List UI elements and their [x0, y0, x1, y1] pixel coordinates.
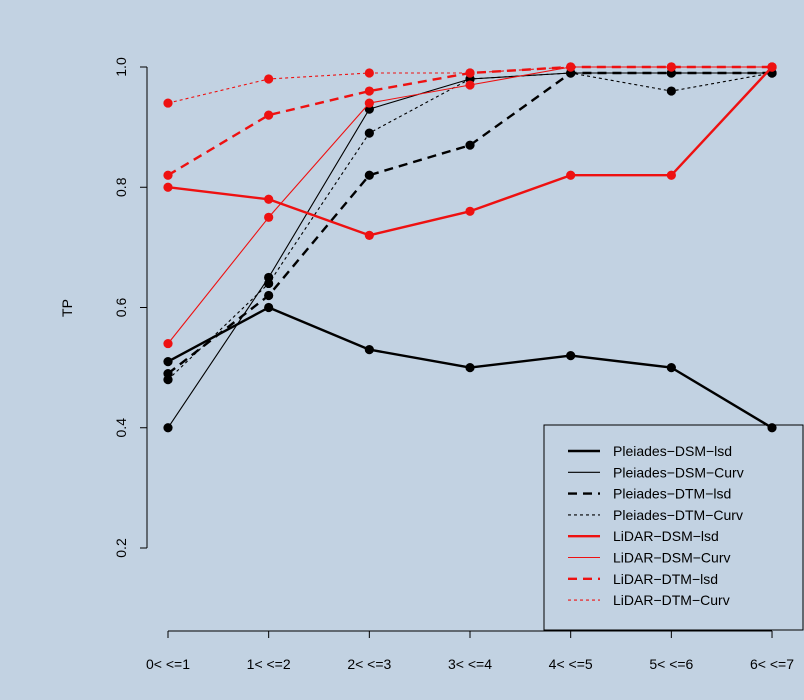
x-tick-label: 1< <=2: [247, 656, 291, 672]
legend-label: Pleiades−DTM−Curv: [613, 507, 743, 523]
series-line: [167, 71, 772, 375]
legend-label: Pleiades−DSM−Curv: [613, 464, 744, 480]
data-point: [163, 338, 173, 349]
data-point: [364, 128, 374, 138]
data-point: [465, 363, 475, 373]
data-point: [264, 110, 274, 120]
data-point: [566, 62, 576, 72]
data-point: [666, 170, 676, 180]
legend-label: Pleiades−DTM−lsd: [613, 486, 731, 502]
x-axis: 0< <=1 1< <=2 2< <=3 3< <=4 4< <=5 5< <=6 6< <…: [146, 630, 794, 672]
data-point: [163, 423, 173, 433]
series-1: [163, 302, 777, 433]
series-line: [167, 66, 772, 344]
data-point: [566, 351, 576, 361]
series-line: [167, 72, 773, 381]
series-layer: [163, 62, 777, 433]
y-tick-label: 1.0: [113, 57, 129, 77]
data-point: [566, 170, 576, 180]
data-point: [264, 194, 274, 204]
x-tick-label: 3< <=4: [448, 656, 492, 672]
data-point: [666, 86, 676, 96]
data-point: [163, 98, 173, 108]
legend-label: LiDAR−DTM−lsd: [613, 571, 718, 587]
data-point: [465, 80, 475, 90]
y-tick-label: 0.8: [113, 177, 129, 197]
x-tick-label: 4< <=5: [549, 656, 593, 672]
series-3: [163, 68, 777, 379]
data-point: [666, 363, 676, 373]
legend: Pleiades−DSM−lsd Pleiades−DSM−Curv Pleiade…: [543, 424, 804, 631]
legend-label: LiDAR−DTM−Curv: [613, 592, 730, 608]
legend-label: LiDAR−DSM−lsd: [613, 528, 719, 544]
data-point: [364, 68, 374, 78]
series-8: [163, 62, 777, 108]
data-point: [666, 62, 676, 72]
series-4: [163, 68, 777, 385]
data-point: [465, 140, 475, 150]
x-tick-label: 6< <=7: [750, 656, 794, 672]
y-tick-label: 0.4: [113, 418, 129, 438]
legend-label: LiDAR−DSM−Curv: [613, 550, 730, 566]
data-point: [465, 206, 475, 216]
data-point: [364, 98, 374, 108]
data-point: [767, 62, 777, 72]
data-point: [364, 86, 374, 96]
legend-box: [543, 424, 804, 631]
data-point: [264, 278, 274, 289]
data-point: [465, 68, 475, 78]
data-point: [264, 302, 274, 313]
data-point: [264, 74, 274, 84]
data-point: [163, 170, 173, 180]
y-tick-label: 0.2: [113, 538, 129, 558]
data-point: [163, 375, 173, 385]
legend-label: Pleiades−DSM−lsd: [613, 443, 732, 459]
data-point: [163, 357, 173, 367]
data-point: [364, 344, 374, 355]
data-point: [364, 170, 374, 180]
x-tick-label: 5< <=6: [649, 656, 693, 672]
y-axis-label: TP: [59, 299, 75, 317]
y-tick-label: 0.6: [113, 298, 129, 318]
x-tick-label: 0< <=1: [146, 656, 190, 672]
data-point: [264, 290, 274, 301]
data-point: [364, 230, 374, 240]
x-tick-label: 2< <=3: [347, 656, 391, 672]
data-point: [163, 182, 173, 192]
data-point: [264, 212, 274, 222]
y-axis: 0.2 0.4 0.6 0.8 1.0: [113, 57, 148, 558]
series-2: [163, 68, 777, 433]
